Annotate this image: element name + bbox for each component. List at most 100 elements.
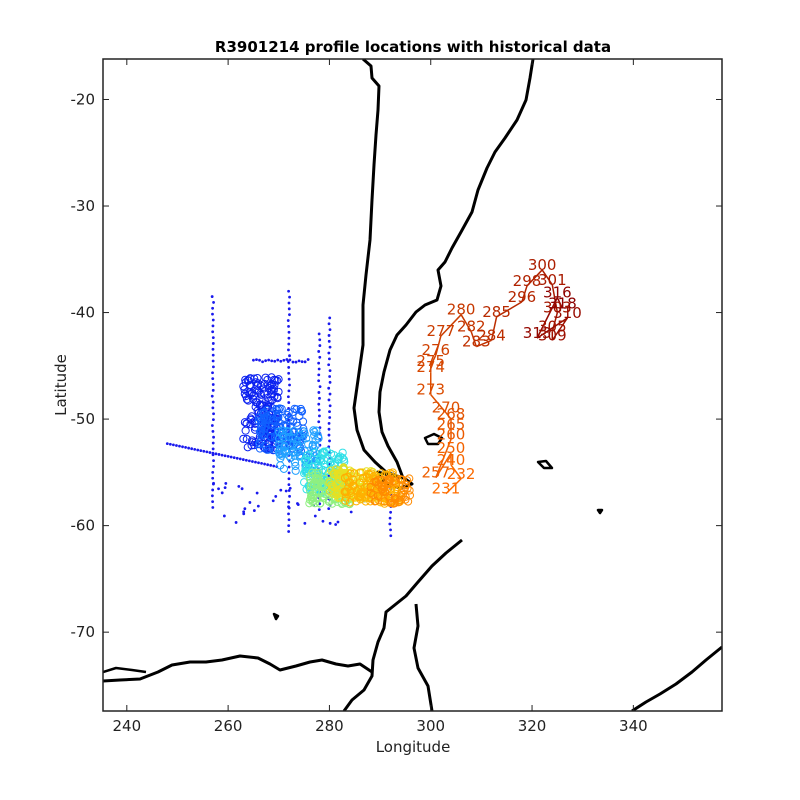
- historical-point: [328, 375, 332, 378]
- historical-point: [328, 416, 332, 419]
- historical-point: [322, 447, 332, 456]
- historical-point: [288, 494, 291, 498]
- historical-point: [350, 469, 359, 478]
- historical-point: [291, 466, 300, 475]
- historical-point: [217, 487, 220, 491]
- historical-point: [242, 435, 251, 444]
- plot-frame: [102, 58, 723, 712]
- historical-point: [253, 381, 262, 390]
- historical-point: [211, 500, 215, 504]
- plot-area: 2312322402502572602652682702732742752762…: [103, 59, 722, 711]
- historical-point: [268, 396, 277, 405]
- historical-point: [327, 334, 331, 337]
- historical-point: [341, 488, 350, 497]
- historical-point: [290, 451, 299, 460]
- historical-point: [288, 354, 291, 358]
- historical-point: [211, 336, 215, 339]
- historical-point: [286, 416, 295, 425]
- historical-point: [211, 312, 214, 316]
- historical-point: [292, 405, 301, 414]
- profile-label: 265: [437, 416, 466, 434]
- historical-point: [243, 443, 252, 452]
- coastline-antarctic-peninsula: [342, 538, 463, 711]
- historical-point: [239, 434, 248, 443]
- chart-title: R3901214 profile locations with historic…: [215, 38, 611, 56]
- historical-point: [248, 395, 258, 404]
- historical-point: [318, 414, 321, 418]
- historical-point: [295, 450, 304, 460]
- historical-point: [269, 463, 273, 467]
- coastline-island-east: [596, 508, 604, 515]
- historical-point: [361, 497, 370, 506]
- historical-point: [388, 522, 392, 526]
- historical-point: [298, 435, 307, 445]
- historical-point: [178, 444, 181, 448]
- profile-label: 313: [523, 324, 552, 342]
- historical-point: [287, 530, 291, 533]
- x-axis-ticks: 240 260 280 300 320 340: [112, 59, 648, 735]
- historical-point: [211, 470, 215, 474]
- profile-label: 298: [513, 272, 542, 290]
- historical-point: [327, 339, 331, 343]
- historical-point: [211, 371, 214, 375]
- historical-point: [247, 459, 251, 463]
- historical-point: [211, 506, 215, 509]
- historical-point: [272, 406, 282, 415]
- historical-point: [405, 486, 414, 495]
- historical-point: [317, 408, 321, 412]
- historical-point: [318, 385, 322, 388]
- historical-point: [211, 388, 215, 392]
- historical-point: [317, 361, 321, 365]
- historical-point: [263, 375, 272, 384]
- historical-point: [208, 451, 212, 454]
- profile-label: 260: [437, 425, 466, 443]
- historical-point: [318, 344, 322, 347]
- historical-point: [168, 442, 172, 446]
- profile-label: 275: [416, 352, 445, 370]
- historical-point: [220, 491, 224, 495]
- coastline-atlantic: [377, 59, 535, 479]
- historical-point: [405, 491, 415, 500]
- historical-point: [312, 426, 321, 435]
- historical-point: [328, 404, 332, 408]
- historical-point: [327, 507, 331, 511]
- historical-point: [317, 350, 321, 353]
- historical-point: [327, 351, 331, 355]
- profile-label: 284: [477, 326, 506, 344]
- coastline-weddell: [631, 645, 722, 711]
- historical-point: [223, 486, 227, 490]
- historical-point: [349, 481, 358, 490]
- historical-point: [278, 426, 287, 435]
- historical-point: [320, 456, 329, 465]
- profile-label: 273: [416, 381, 445, 399]
- historical-point: [348, 475, 358, 484]
- historical-point: [309, 426, 318, 435]
- profile-track-segment: [536, 297, 559, 339]
- historical-point: [211, 353, 215, 357]
- historical-point: [284, 408, 293, 417]
- historical-point: [287, 366, 291, 369]
- historical-point: [184, 446, 187, 449]
- profile-track-segment: [435, 439, 452, 478]
- historical-point: [366, 482, 375, 492]
- historical-point: [237, 484, 241, 488]
- profile-label: 301: [538, 271, 567, 289]
- historical-point: [327, 421, 331, 425]
- historical-point: [270, 434, 280, 443]
- historical-point: [212, 459, 215, 463]
- historical-point: [266, 463, 270, 467]
- profile-track-segment: [445, 412, 452, 420]
- historical-point: [210, 394, 214, 398]
- x-tick-label: 260: [214, 717, 243, 735]
- historical-point: [287, 330, 291, 334]
- profile-label: 270: [432, 399, 461, 417]
- historical-point: [211, 476, 215, 480]
- historical-point: [277, 451, 286, 460]
- historical-point: [211, 330, 215, 334]
- historical-point: [317, 391, 321, 394]
- historical-point: [199, 449, 203, 453]
- historical-point: [402, 476, 412, 485]
- historical-point: [374, 475, 383, 484]
- historical-point: [309, 481, 318, 491]
- historical-point: [401, 495, 410, 504]
